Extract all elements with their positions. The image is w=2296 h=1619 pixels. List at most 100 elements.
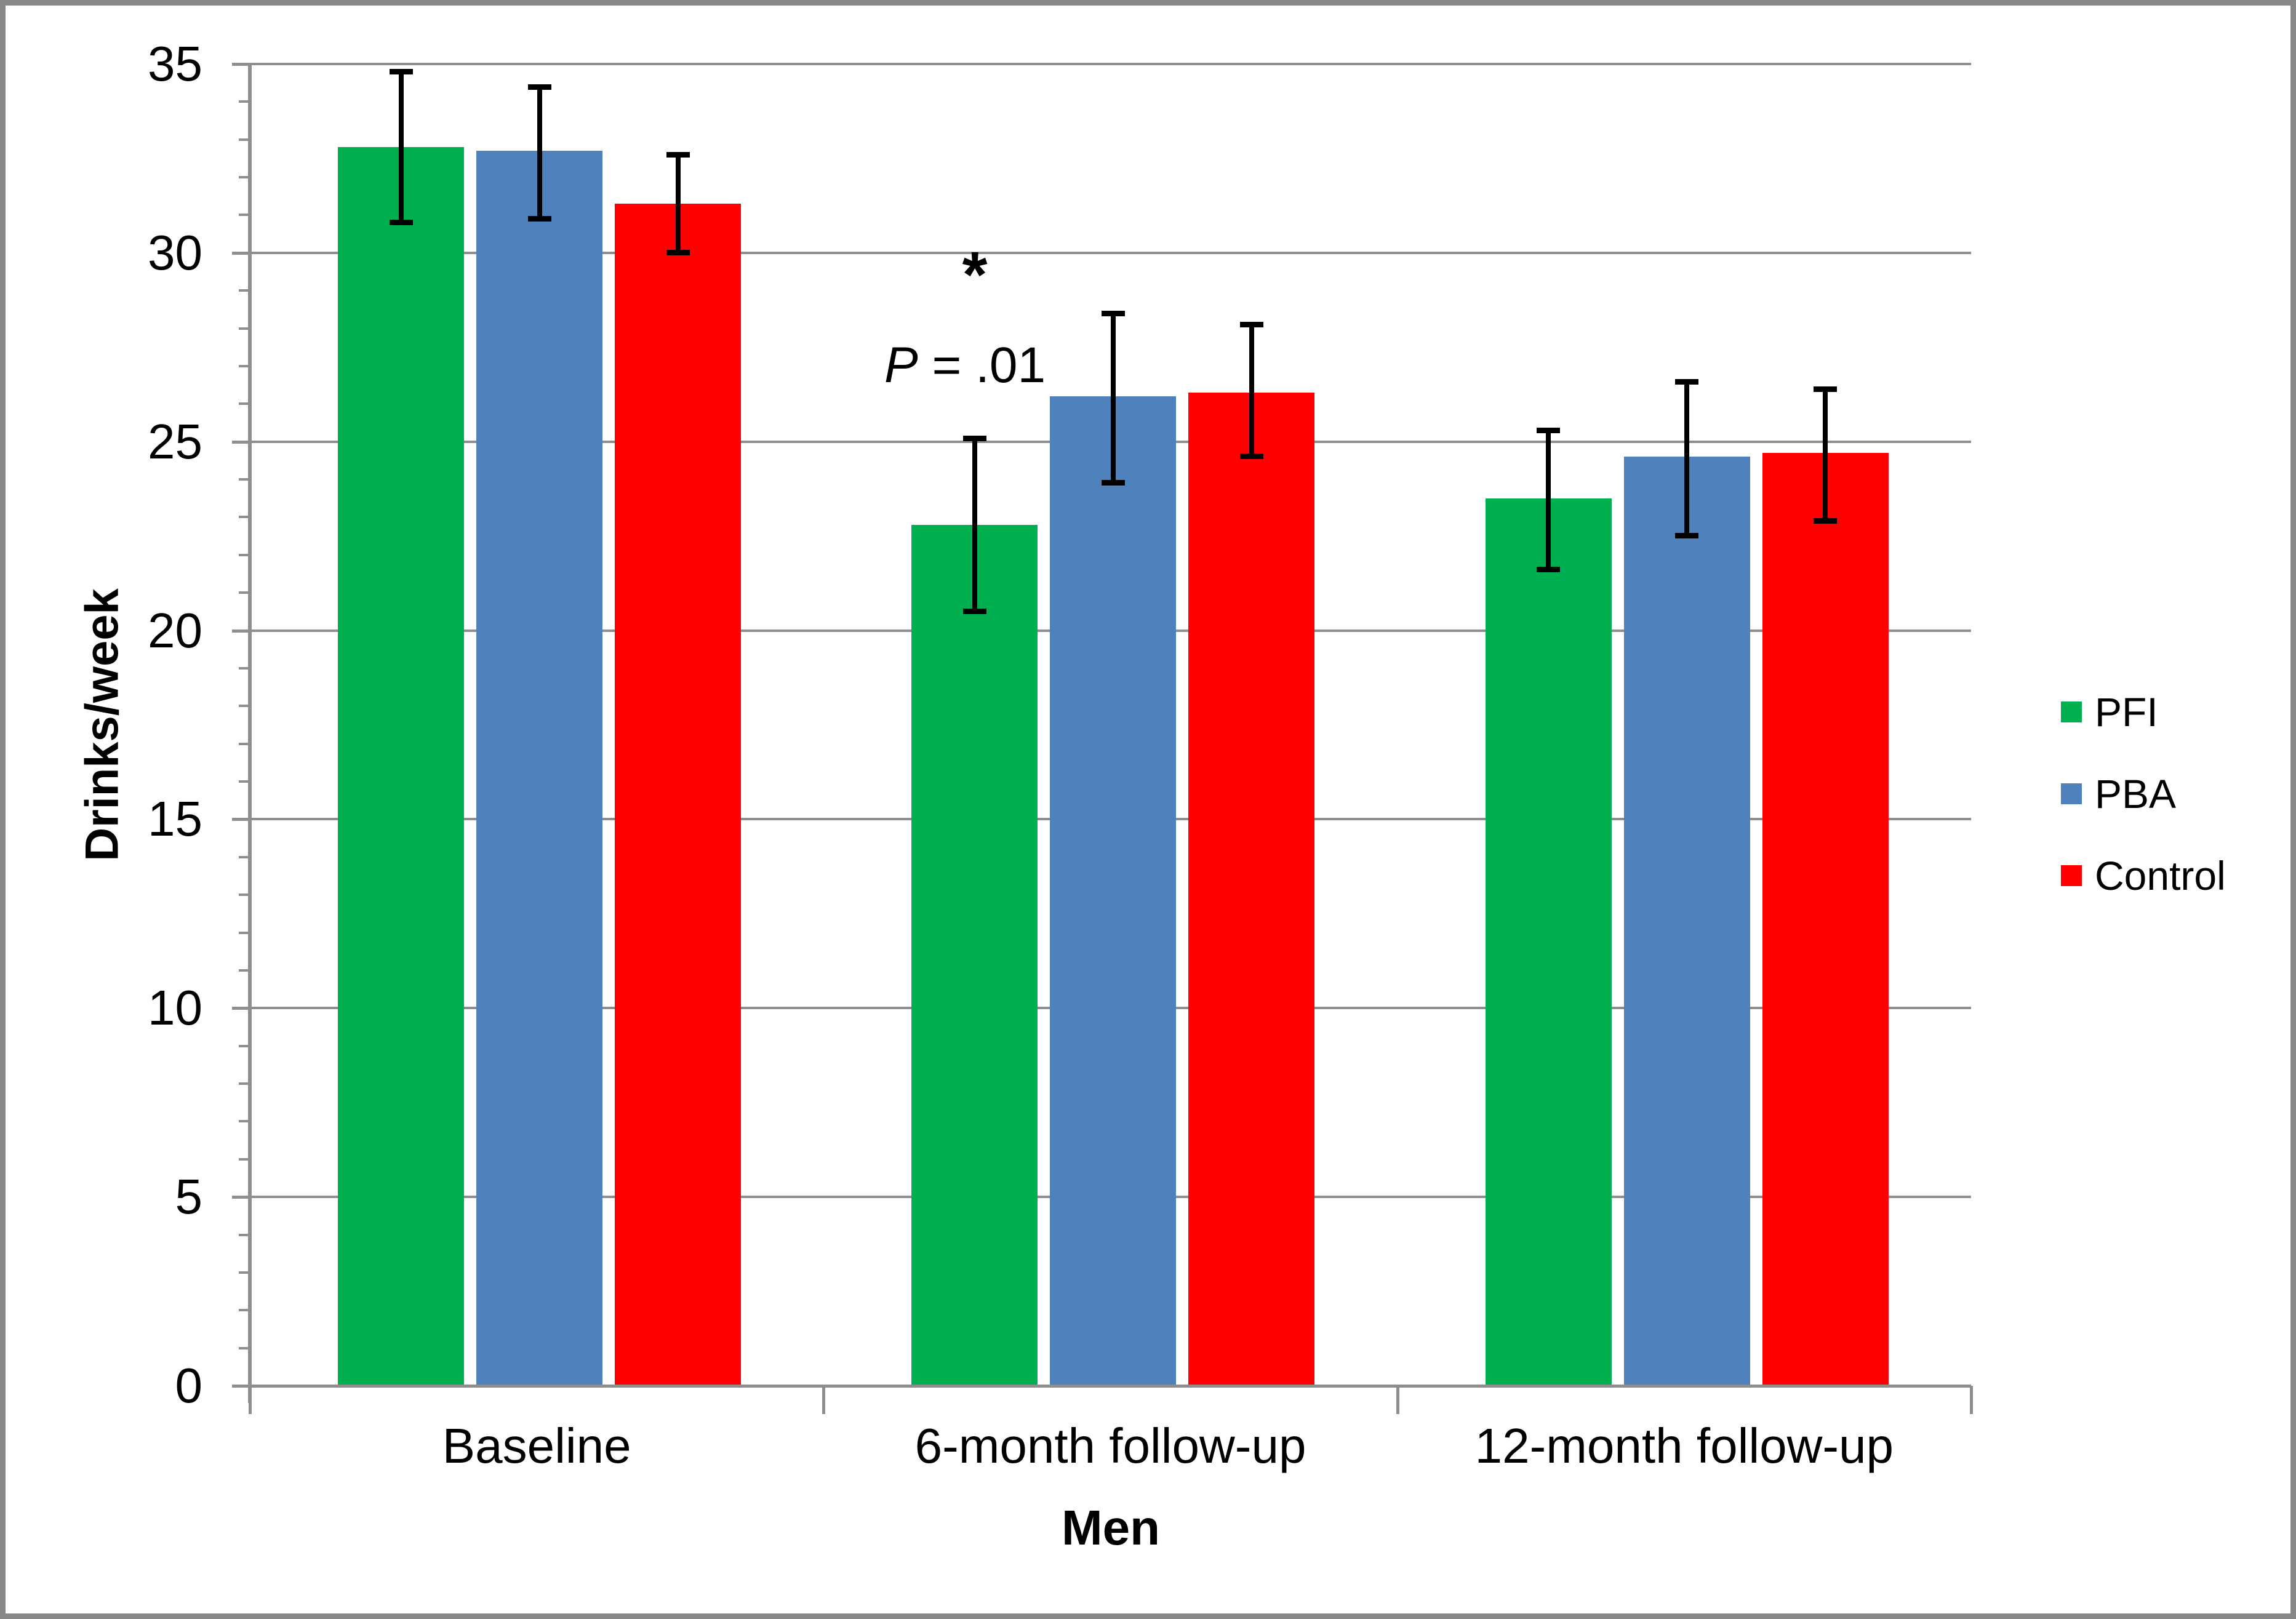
y-minor-tick-21 [239,591,250,594]
y-minor-tick-22 [239,553,250,556]
legend-swatch-pba [2061,783,2082,804]
y-minor-tick-3 [239,1271,250,1274]
category-label-baseline: Baseline [442,1418,631,1473]
category-label-12-month: 12-month follow-up [1474,1418,1894,1473]
y-minor-tick-29 [239,289,250,292]
legend-item-pfi: PFI [2061,671,2226,753]
bar-pba-2 [1623,457,1750,1386]
y-minor-tick-23 [239,516,250,519]
error-bar-cap-top-pba-1 [1101,311,1125,317]
error-bar-cap-bottom-control-1 [1239,454,1263,460]
y-axis-title: Drinks/week [76,588,129,861]
legend-label-pfi: PFI [2095,689,2158,735]
error-bar-cap-top-control-2 [1814,386,1838,392]
error-bar-line-control-0 [675,154,681,253]
y-minor-tick-19 [239,666,250,670]
error-bar-line-pfi-1 [972,438,977,612]
y-minor-tick-7 [239,1120,250,1123]
bar-pfi-0 [338,147,464,1386]
error-bar-cap-top-pba-2 [1675,378,1699,385]
error-bar-cap-bottom-control-2 [1814,518,1838,524]
bar-control-0 [615,204,741,1386]
y-minor-tick-8 [239,1082,250,1085]
y-minor-tick-17 [239,742,250,745]
error-bar-cap-bottom-pfi-1 [962,608,986,614]
error-bar-line-pba-1 [1110,313,1116,484]
y-minor-tick-1 [239,1346,250,1349]
y-tick-label-35: 35 [148,36,202,91]
y-minor-tick-13 [239,893,250,897]
y-minor-tick-2 [239,1309,250,1312]
y-minor-tick-33 [239,138,250,141]
legend: PFI PBA Control [2061,671,2226,916]
y-major-tick-25 [232,440,250,444]
y-minor-tick-6 [239,1157,250,1161]
error-bar-line-pfi-2 [1546,430,1551,570]
x-axis-title: Men [1062,1500,1160,1555]
category-label-6-month: 6-month follow-up [914,1418,1306,1473]
p-value-text: = .01 [918,337,1046,393]
legend-item-pba: PBA [2061,753,2226,834]
error-bar-cap-top-pfi-0 [389,69,413,75]
major-gridline-30 [250,251,1971,254]
y-minor-tick-11 [239,969,250,972]
y-tick-label-0: 0 [175,1358,203,1413]
error-bar-cap-bottom-control-0 [666,249,690,255]
error-bar-cap-bottom-pba-1 [1101,480,1125,486]
y-major-tick-20 [232,629,250,633]
legend-swatch-control [2061,865,2082,886]
major-gridline-35 [250,63,1971,65]
x-axis-line [232,1385,1971,1388]
y-minor-tick-28 [239,327,250,330]
x-category-tick-2 [1396,1386,1399,1414]
bar-pfi-2 [1485,498,1612,1386]
y-minor-tick-31 [239,214,250,217]
y-minor-tick-14 [239,855,250,858]
error-bar-cap-bottom-pba-0 [527,215,551,222]
y-minor-tick-27 [239,364,250,367]
significance-asterisk: * [962,239,988,311]
x-category-tick-0 [249,1386,252,1414]
error-bar-line-pba-2 [1684,381,1690,537]
p-value-annotation: P = .01 [884,335,1046,396]
error-bar-line-pfi-0 [398,71,404,223]
bar-pfi-1 [911,524,1038,1386]
y-minor-tick-26 [239,402,250,406]
error-bar-cap-top-pfi-2 [1537,428,1561,434]
bar-control-2 [1762,453,1889,1386]
error-bar-cap-top-control-1 [1239,322,1263,328]
y-major-tick-30 [232,251,250,255]
y-minor-tick-24 [239,478,250,481]
x-category-tick-1 [822,1386,826,1414]
y-axis-line [248,63,252,1403]
x-category-tick-3 [1970,1386,1973,1414]
y-minor-tick-9 [239,1044,250,1047]
legend-swatch-pfi [2061,701,2082,722]
p-value-symbol: P [884,337,918,393]
y-major-tick-10 [232,1007,250,1010]
y-tick-label-15: 15 [148,791,202,847]
y-minor-tick-4 [239,1233,250,1236]
y-tick-label-25: 25 [148,414,202,469]
y-major-tick-15 [232,818,250,821]
legend-item-control: Control [2061,834,2226,916]
error-bar-cap-top-control-0 [666,152,690,158]
y-major-tick-5 [232,1196,250,1199]
bar-pba-1 [1050,396,1177,1386]
error-bar-line-pba-0 [537,86,542,219]
y-minor-tick-16 [239,780,250,783]
error-bar-line-control-1 [1249,324,1254,457]
y-tick-label-20: 20 [148,602,202,658]
y-major-tick-35 [232,63,250,66]
error-bar-cap-bottom-pfi-2 [1537,567,1561,573]
y-tick-label-5: 5 [175,1169,203,1225]
error-bar-cap-top-pfi-1 [962,435,986,441]
error-bar-cap-top-pba-0 [527,84,551,90]
error-bar-line-control-2 [1823,388,1828,521]
legend-label-pba: PBA [2095,770,2177,817]
error-bar-cap-bottom-pba-2 [1675,533,1699,539]
y-tick-label-10: 10 [148,980,202,1036]
y-minor-tick-18 [239,705,250,708]
y-minor-tick-34 [239,100,250,103]
